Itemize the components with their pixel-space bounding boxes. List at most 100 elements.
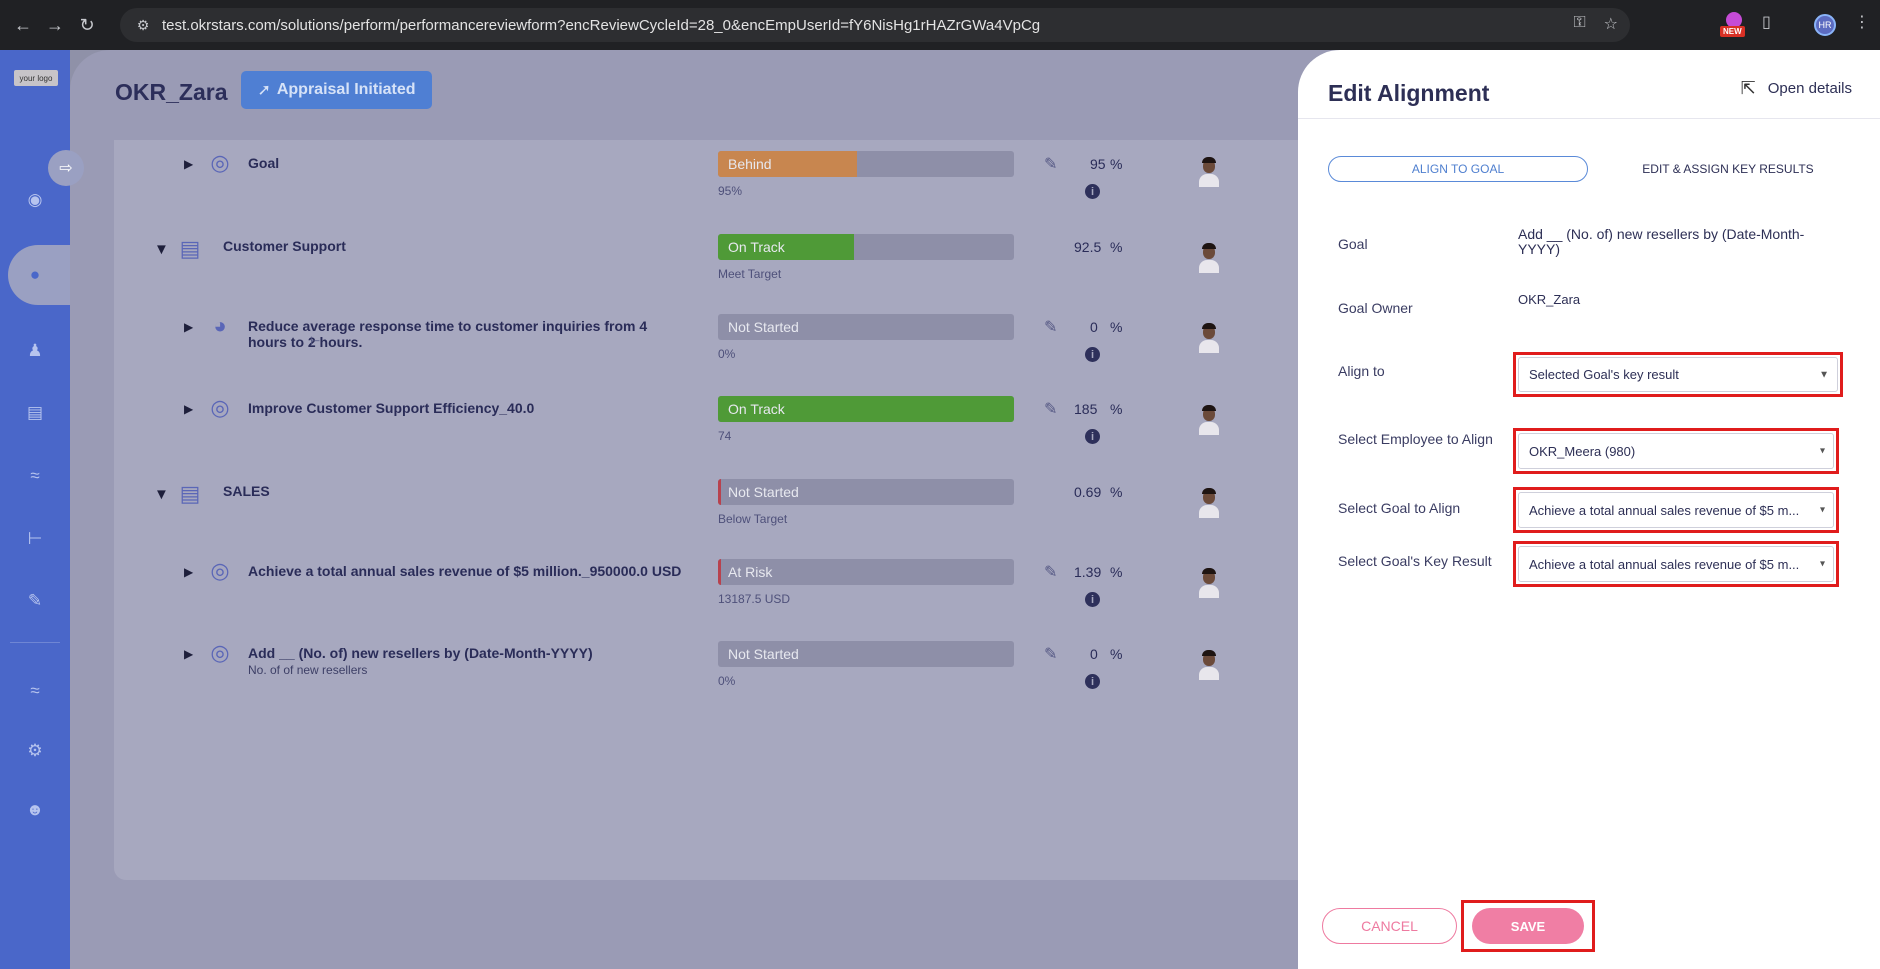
settings-gear-icon[interactable]: ⚙ (27, 741, 43, 760)
goal-title[interactable]: Achieve a total annual sales revenue of … (248, 563, 682, 579)
edit-note-icon[interactable]: ✎ (1044, 646, 1058, 663)
employee-value: OKR_Meera (980) (1529, 443, 1636, 459)
goal-title[interactable]: Reduce average response time to customer… (248, 318, 648, 350)
notes-icon[interactable]: ✎ (27, 591, 43, 610)
team-icon[interactable]: ● (29, 265, 41, 284)
info-icon[interactable]: i (1085, 429, 1100, 444)
percent-sign: % (1110, 156, 1123, 172)
goal-row[interactable]: ▼ ▤ SALES Not Started Below Target 0.69% (114, 468, 1394, 538)
reload-icon[interactable]: ↻ (79, 14, 95, 35)
expand-toggle-icon[interactable]: ▼ (154, 486, 169, 503)
avatar[interactable] (1197, 323, 1221, 353)
goal-select[interactable]: Achieve a total annual sales revenue of … (1518, 492, 1834, 528)
goals-target-icon[interactable]: ◉ (27, 190, 43, 209)
expand-toggle-icon[interactable]: ▶ (184, 647, 194, 661)
edit-note-icon[interactable]: ✎ (1044, 401, 1058, 418)
goal-row[interactable]: ▶ ◎ Goal Behind 95% 95% ✎ i (114, 140, 1394, 210)
progress-bar: On Track (718, 396, 1014, 422)
target-icon: ◎ (210, 395, 230, 420)
expand-toggle-icon[interactable]: ▶ (184, 565, 194, 579)
expand-toggle-icon[interactable]: ▼ (154, 241, 169, 258)
progress-status: At Risk (728, 564, 773, 580)
goal-title[interactable]: Improve Customer Support Efficiency_40.0 (248, 400, 535, 416)
avatar-hair (1202, 568, 1216, 574)
forward-arrow-icon[interactable]: → (46, 14, 64, 35)
info-icon[interactable]: i (1085, 184, 1100, 199)
avatar[interactable] (1197, 157, 1221, 187)
goal-row[interactable]: ▶ ◕ Reduce average response time to custom… (114, 303, 1394, 373)
sidebar-collapse-icon[interactable]: ⇨ (48, 150, 84, 186)
goal-row[interactable]: ▶ ◎ Improve Customer Support Efficiency_40… (114, 385, 1394, 455)
back-arrow-icon[interactable]: ← (14, 14, 32, 35)
progress-percent: 92.5 (1074, 239, 1102, 255)
progress-bar: On Track (718, 234, 1014, 260)
target-icon: ◎ (210, 640, 230, 665)
handshake-icon[interactable]: ≈ (30, 466, 40, 485)
align-to-select[interactable]: Selected Goal's key result ▼ (1518, 357, 1838, 392)
progress-fill (718, 479, 721, 505)
goal-select-value: Achieve a total annual sales revenue of … (1529, 502, 1800, 518)
expand-toggle-icon[interactable]: ▶ (184, 402, 194, 416)
progress-percent: 1.39 (1074, 564, 1102, 580)
avatar[interactable] (1197, 405, 1221, 435)
progress-status: Not Started (728, 319, 799, 335)
employee-highlight (1513, 428, 1839, 474)
avatar[interactable] (1197, 243, 1221, 273)
goal-title[interactable]: Goal (248, 155, 280, 171)
employee-select[interactable]: OKR_Meera (980) ▾ (1518, 433, 1834, 469)
bookmark-star-icon[interactable]: ☆ (1603, 16, 1618, 33)
goal-label: Goal (1338, 236, 1368, 252)
percent-sign: % (1110, 239, 1123, 255)
progress-caption: Below Target (718, 512, 788, 526)
goal-title[interactable]: SALES (223, 483, 270, 499)
info-icon[interactable]: i (1085, 592, 1100, 607)
key-icon[interactable]: ⚿ (1573, 14, 1586, 31)
url-text[interactable]: test.okrstars.com/solutions/perform/perf… (162, 16, 1041, 34)
select-goal-label: Select Goal to Align (1338, 500, 1461, 516)
extension-dot-icon (1726, 12, 1742, 28)
info-icon[interactable]: i (1085, 347, 1100, 362)
avatar-body (1199, 340, 1219, 353)
book-icon[interactable]: ▤ (26, 403, 44, 422)
support-icon[interactable]: ≈ (30, 681, 40, 700)
goal-row[interactable]: ▶ ◎ Achieve a total annual sales revenue o… (114, 548, 1394, 618)
appraisal-status-badge: ➚ Appraisal Initiated (241, 71, 432, 109)
edit-note-icon[interactable]: ✎ (1044, 156, 1058, 173)
person-review-icon[interactable]: ♟ (27, 341, 43, 360)
info-icon[interactable]: i (1085, 674, 1100, 689)
progress-bar: Behind (718, 151, 1014, 177)
avatar[interactable] (1197, 488, 1221, 518)
progress-caption: 13187.5 USD (718, 592, 791, 606)
hierarchy-icon[interactable]: ⊢ (27, 529, 43, 548)
company-logo: your logo (14, 70, 58, 86)
hierarchy-icon[interactable]: ⊢ (310, 334, 321, 348)
goal-subtitle: No. of of new resellers (248, 663, 368, 677)
browser-menu-icon[interactable]: ⋮ (1854, 14, 1870, 31)
tab-align-to-goal[interactable]: ALIGN TO GOAL (1328, 156, 1588, 182)
avatar[interactable] (1197, 650, 1221, 680)
expand-toggle-icon[interactable]: ▶ (184, 157, 194, 171)
save-button[interactable]: SAVE (1472, 908, 1584, 944)
goal-row[interactable]: ▶ ◎ Add __ (No. of) new resellers by (Date… (114, 630, 1394, 700)
site-info-icon[interactable]: ⚙ (136, 16, 150, 33)
address-bar[interactable]: ⚙ test.okrstars.com/solutions/perform/pe… (120, 8, 1630, 42)
goal-title[interactable]: Customer Support (223, 238, 346, 254)
progress-fill (718, 396, 1014, 422)
edit-note-icon[interactable]: ✎ (1044, 319, 1058, 336)
extensions-puzzle-icon[interactable]: ▯ (1762, 14, 1771, 31)
page-title: OKR_Zara (115, 79, 228, 105)
open-details-link[interactable]: ⇱ Open details (1741, 78, 1852, 99)
profile-avatar[interactable]: HR (1814, 14, 1836, 36)
edit-note-icon[interactable]: ✎ (1044, 564, 1058, 581)
goal-row[interactable]: ▼ ▤ Customer Support On Track Meet Target 9… (114, 223, 1394, 293)
key-result-select[interactable]: Achieve a total annual sales revenue of … (1518, 546, 1834, 582)
progress-percent: 0 (1090, 319, 1098, 335)
align-to-highlight (1513, 352, 1843, 397)
expand-toggle-icon[interactable]: ▶ (184, 320, 194, 334)
extension-new-icon[interactable]: NEW (1720, 12, 1750, 38)
goal-title[interactable]: Add __ (No. of) new resellers by (Date-M… (248, 645, 593, 661)
tab-edit-assign-key-results[interactable]: EDIT & ASSIGN KEY RESULTS (1642, 162, 1814, 176)
cancel-button[interactable]: CANCEL (1322, 908, 1457, 944)
user-account-icon[interactable]: ☻ (26, 800, 44, 819)
avatar[interactable] (1197, 568, 1221, 598)
